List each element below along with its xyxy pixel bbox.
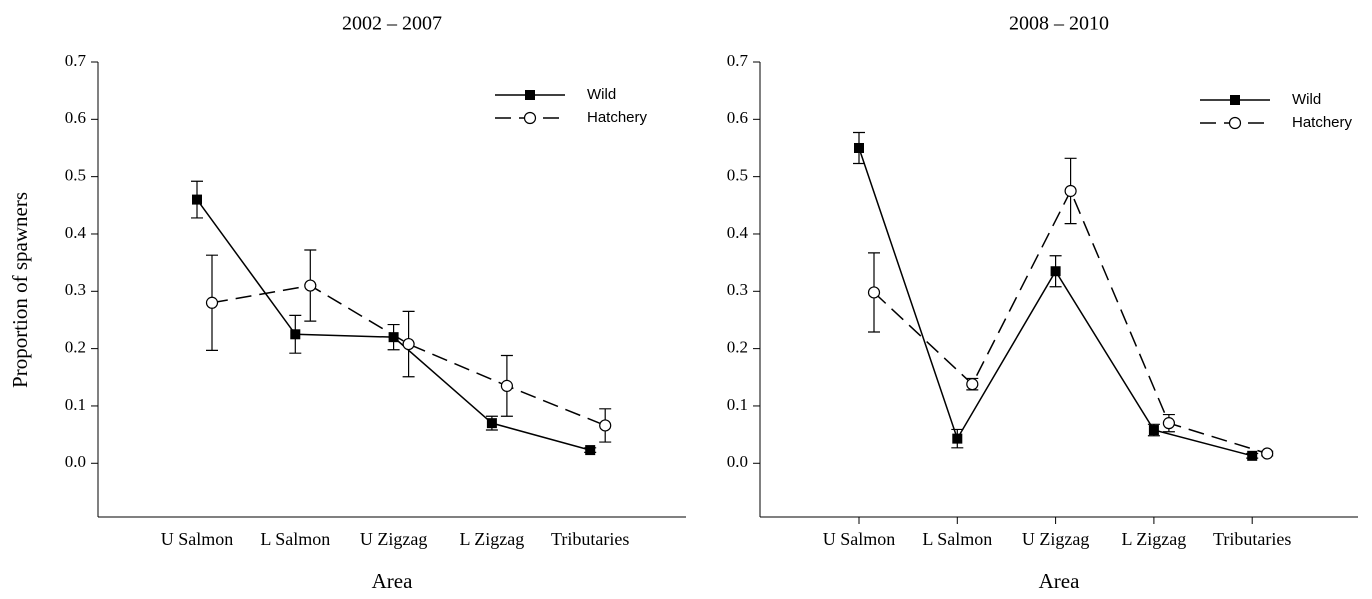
x-tick-label: L Zigzag — [459, 529, 524, 549]
y-tick-label: 0.7 — [727, 51, 749, 70]
legend-marker — [1228, 116, 1242, 130]
marker — [1261, 447, 1274, 460]
x-tick-label: Tributaries — [551, 529, 629, 549]
marker — [290, 329, 301, 340]
x-tick-label: L Zigzag — [1121, 529, 1186, 549]
x-tick-label: L Salmon — [260, 529, 330, 549]
y-axis-label: Proportion of spawners — [8, 192, 32, 388]
legend-marker — [523, 111, 537, 125]
y-tick-label: 0.1 — [65, 395, 86, 414]
marker — [402, 337, 415, 351]
marker — [867, 286, 881, 299]
x-tick-label: U Zigzag — [360, 529, 427, 549]
y-tick-label: 0.0 — [65, 452, 86, 471]
marker — [1148, 425, 1159, 436]
legend-marker — [525, 90, 535, 100]
y-tick-label: 0.3 — [65, 280, 86, 299]
y-tick-label: 0.1 — [727, 395, 748, 414]
legend-label: Wild — [587, 86, 616, 103]
marker — [1064, 184, 1077, 198]
series-line — [858, 147, 1253, 457]
y-tick-label: 0.3 — [727, 280, 748, 299]
y-tick-label: 0.7 — [65, 51, 87, 70]
marker — [388, 332, 399, 343]
y-tick-label: 0.4 — [65, 223, 87, 242]
legend-label: Wild — [1292, 91, 1321, 108]
y-tick-label: 0.5 — [727, 166, 748, 185]
y-tick-label: 0.2 — [65, 338, 86, 357]
marker — [1162, 417, 1176, 430]
x-tick-label: Tributaries — [1213, 529, 1291, 549]
x-tick-label: U Zigzag — [1022, 529, 1089, 549]
marker — [585, 445, 596, 456]
y-tick-label: 0.6 — [65, 108, 86, 127]
marker — [1050, 266, 1061, 277]
y-tick-label: 0.5 — [65, 166, 86, 185]
x-axis-label: Area — [1039, 569, 1080, 593]
marker — [599, 419, 612, 432]
y-tick-label: 0.4 — [727, 223, 749, 242]
legend-marker — [1230, 95, 1240, 105]
x-tick-label: U Salmon — [161, 529, 234, 549]
x-tick-label: U Salmon — [823, 529, 896, 549]
legend-label: Hatchery — [1292, 114, 1353, 131]
marker — [486, 418, 497, 429]
x-tick-label: L Salmon — [922, 529, 992, 549]
marker — [854, 142, 864, 153]
marker — [952, 433, 963, 444]
chart-title: 2008 – 2010 — [1009, 13, 1109, 35]
marker — [1247, 450, 1258, 461]
marker — [192, 194, 202, 205]
legend-label: Hatchery — [587, 109, 648, 126]
series-line — [873, 189, 1268, 455]
chart-title: 2002 – 2007 — [342, 13, 442, 35]
marker — [304, 279, 317, 292]
y-tick-label: 0.0 — [727, 452, 748, 471]
marker — [205, 296, 219, 309]
y-tick-label: 0.6 — [727, 108, 748, 127]
x-axis-label: Area — [372, 569, 413, 593]
marker — [500, 379, 513, 392]
y-tick-label: 0.2 — [727, 338, 748, 357]
marker — [966, 378, 979, 391]
